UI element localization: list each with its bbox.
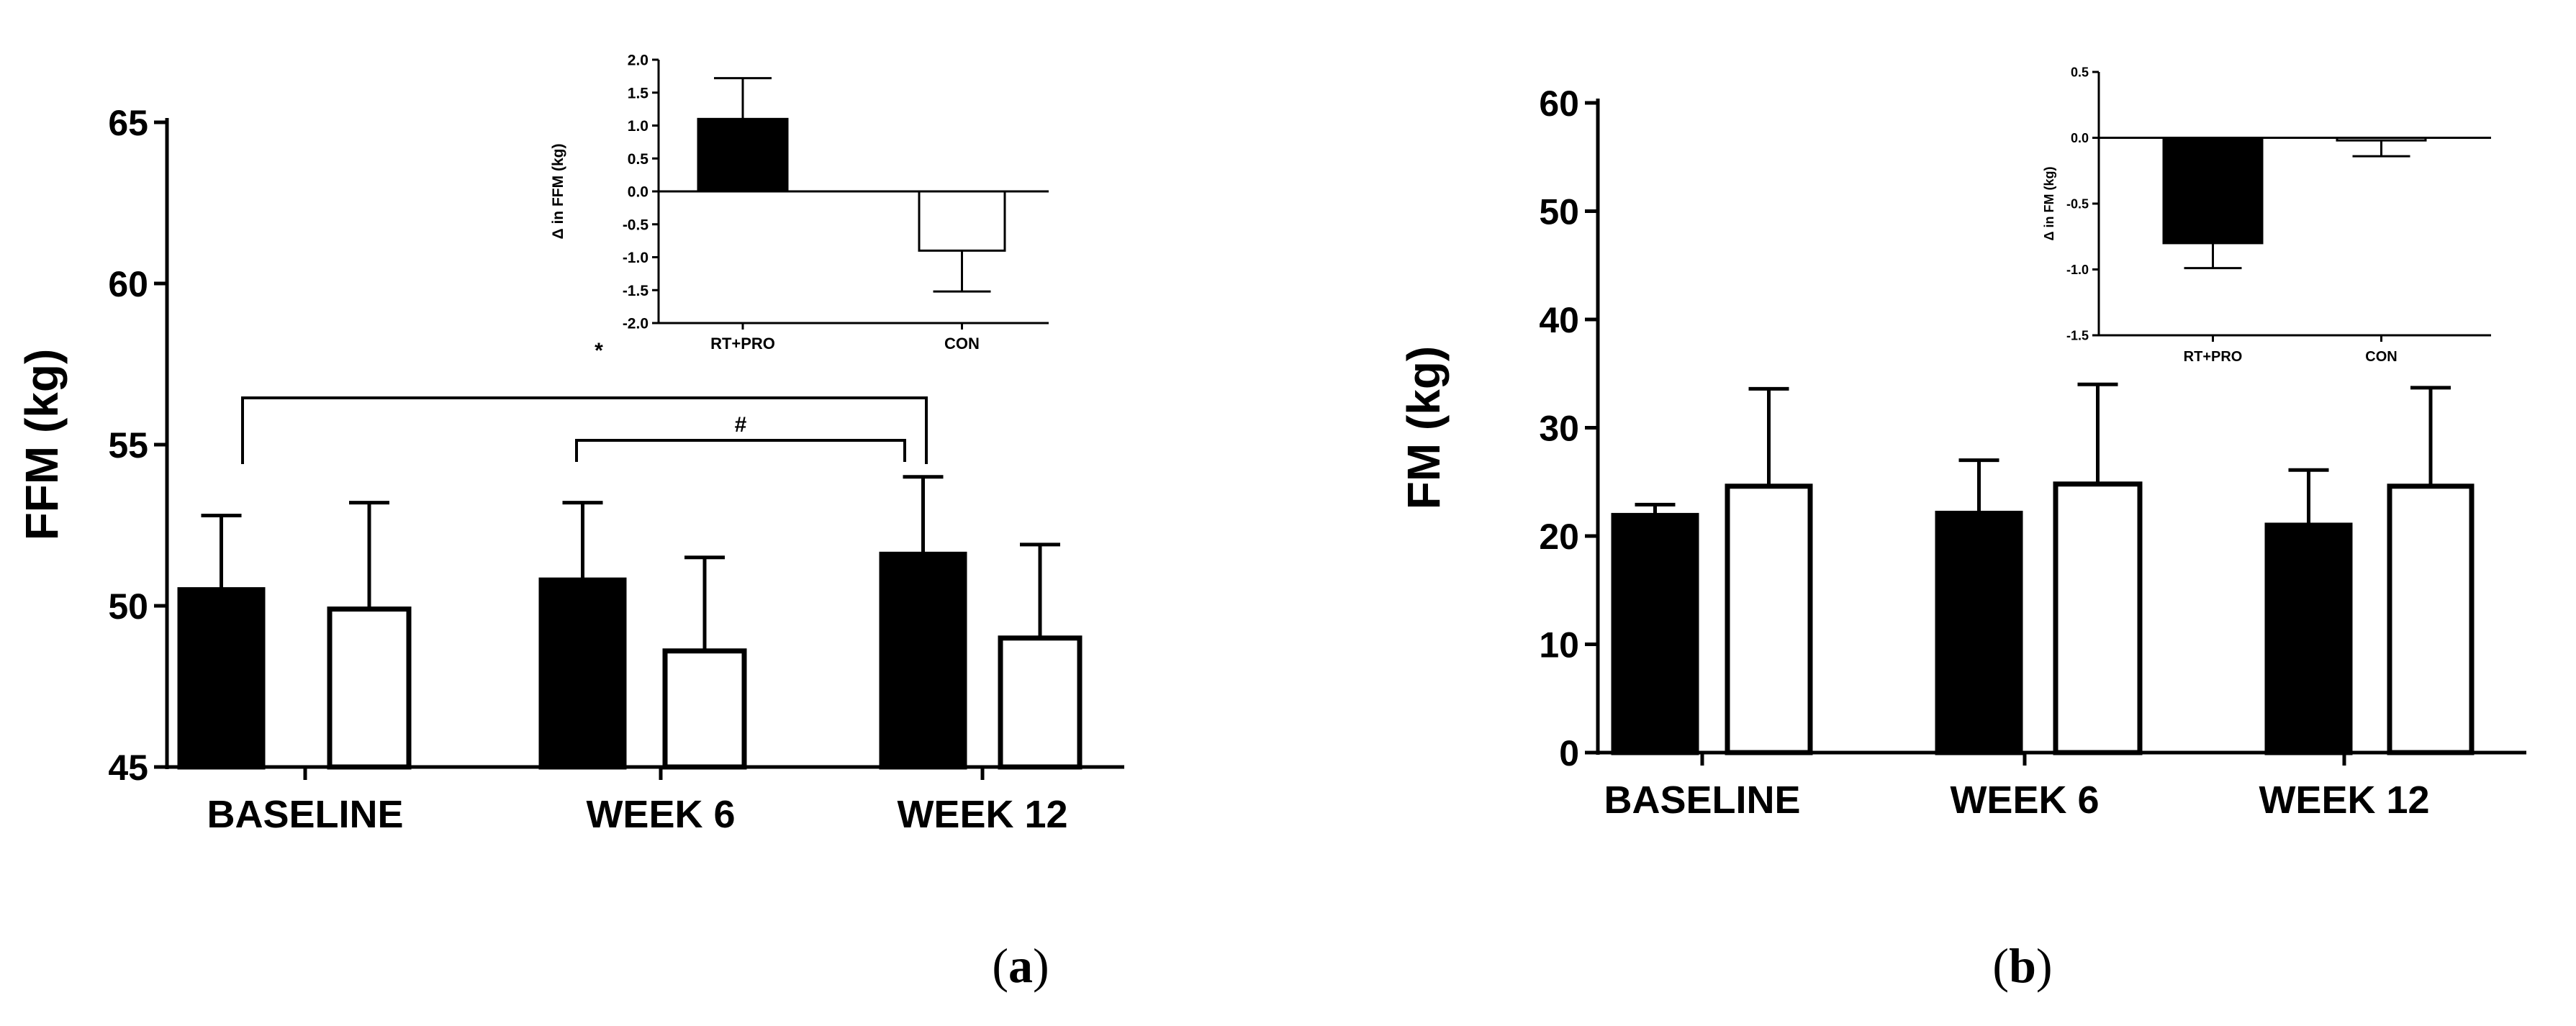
y-axis-label: FM (kg)	[1398, 346, 1450, 510]
inset-y-tick-label: 2.0	[628, 53, 648, 69]
inset-category-label: RT+PRO	[2184, 349, 2243, 365]
y-tick-label: 60	[108, 264, 148, 304]
y-tick-label: 50	[108, 586, 148, 627]
inset-y-tick-label: -1.5	[623, 283, 649, 299]
inset-bar-rt-pro	[697, 117, 789, 193]
inset-y-tick-label: 0.0	[628, 184, 648, 201]
x-category-label: WEEK 6	[1950, 778, 2099, 822]
inset-bar-rt-pro	[2162, 137, 2264, 245]
significance-bracket	[241, 396, 928, 464]
bar-con-week-6	[662, 648, 747, 770]
inset-y-tick-label: 1.0	[628, 118, 648, 135]
inset-y-tick-label: 0.5	[628, 151, 649, 168]
bar-con-week-6	[2053, 481, 2143, 755]
inset-chart: -2.0 -1.5 -1.0 -0.5 0.0 0.5 1.0 1.5 2.0 Δ in FFM …	[550, 53, 1049, 363]
inset-y-axis-label: Δ in FM (kg)	[2042, 167, 2056, 241]
inset-y-tick-label: -1.0	[623, 250, 648, 266]
bar-rt-pro-week-12	[879, 551, 967, 770]
bar-con-baseline	[1725, 484, 1813, 755]
y-tick-label: 55	[108, 425, 148, 466]
inset-significance-marker: *	[595, 339, 603, 363]
y-tick-label: 50	[1539, 192, 1579, 232]
x-category-label: WEEK 12	[2259, 778, 2429, 822]
inset-y-tick-label: 1.5	[628, 85, 649, 101]
inset-y-tick-label: -1.5	[2066, 328, 2089, 342]
significance-bracket	[575, 439, 906, 462]
y-tick-label: 0	[1559, 733, 1579, 773]
panel-caption-b: (b)	[1992, 938, 2052, 993]
panel-b-fm-chart: 0 10 20 30 40 50 60 FM (kg) BASELINE WEEK 6 WEEK 1…	[1398, 65, 2526, 822]
bar-rt-pro-baseline	[177, 587, 266, 770]
inset-y-tick-label: 0.0	[2071, 131, 2089, 145]
bar-rt-pro-baseline	[1611, 512, 1699, 755]
inset-y-tick-label: -0.5	[623, 217, 649, 233]
panel-caption-b-letter: b	[2009, 938, 2036, 993]
inset-category-label: CON	[944, 335, 980, 353]
bar-con-baseline	[327, 606, 412, 770]
bar-con-week-12	[998, 635, 1083, 770]
bar-rt-pro-week-6	[538, 577, 627, 770]
inset-y-tick-label: -0.5	[2066, 196, 2089, 211]
inset-y-tick-label: -2.0	[623, 316, 648, 332]
inset-category-label: RT+PRO	[710, 335, 775, 353]
x-category-label: WEEK 12	[897, 793, 1067, 836]
inset-y-axis-label: Δ in FFM (kg)	[550, 144, 566, 240]
inset-bar-con	[918, 190, 1006, 252]
y-tick-label: 20	[1539, 517, 1579, 557]
y-tick-label: 65	[108, 103, 148, 143]
y-tick-label: 30	[1539, 409, 1579, 449]
inset-chart: -1.5 -1.0 -0.5 0.0 0.5 Δ in FM (kg) RT+PRO CON	[2042, 65, 2491, 365]
inset-y-tick-label: -1.0	[2066, 263, 2089, 277]
y-axis-label: FFM (kg)	[16, 349, 68, 541]
bar-rt-pro-week-6	[1935, 510, 2023, 755]
panel-a-ffm-chart: 45 50 55 60 65 FFM (kg) BASELINE WEEK 6 WEEK 12 #…	[16, 53, 1124, 836]
y-tick-label: 45	[108, 748, 148, 788]
y-tick-label: 10	[1539, 625, 1579, 666]
panel-caption-a-letter: a	[1008, 938, 1033, 993]
inset-y-tick-label: 0.5	[2071, 65, 2089, 79]
inset-category-label: CON	[2365, 349, 2397, 365]
y-tick-label: 40	[1539, 300, 1579, 340]
bar-con-week-12	[2387, 484, 2475, 755]
significance-bracket-label: #	[735, 413, 747, 437]
x-category-label: BASELINE	[1604, 778, 1800, 822]
panel-caption-a: (a)	[992, 938, 1049, 993]
x-category-label: BASELINE	[207, 793, 403, 836]
y-tick-label: 60	[1539, 83, 1579, 124]
bar-rt-pro-week-12	[2264, 522, 2353, 755]
x-category-label: WEEK 6	[586, 793, 735, 836]
